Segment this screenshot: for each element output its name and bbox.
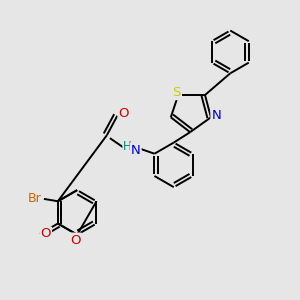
Text: O: O — [40, 227, 51, 241]
Text: N: N — [131, 143, 141, 157]
Text: O: O — [118, 107, 129, 120]
Text: N: N — [212, 109, 221, 122]
Text: O: O — [70, 234, 81, 247]
Text: Br: Br — [28, 192, 42, 206]
Text: S: S — [172, 86, 181, 99]
Text: H: H — [123, 140, 132, 153]
